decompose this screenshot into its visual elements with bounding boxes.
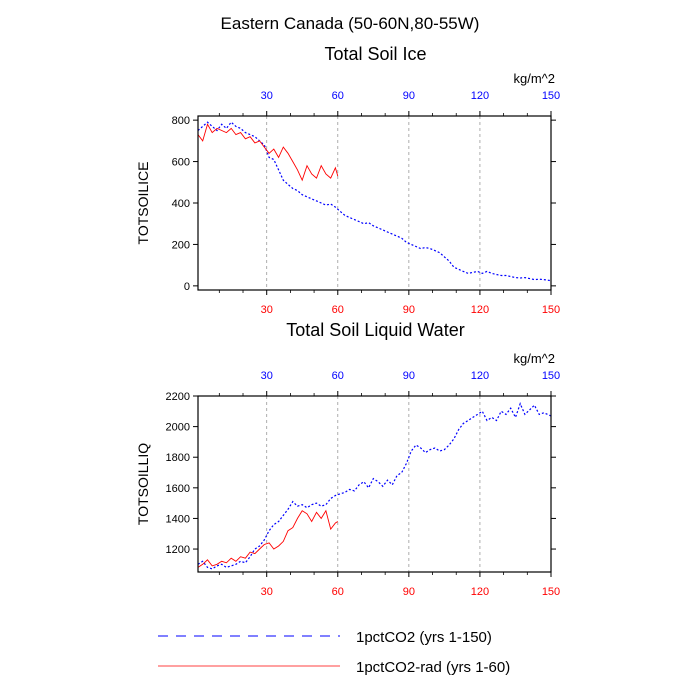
x-tick-label-bottom: 150: [542, 586, 560, 598]
panel-title: Total Soil Ice: [324, 44, 426, 64]
legend-label-1pctco2: 1pctCO2 (yrs 1-150): [356, 629, 492, 646]
y-tick-label: 1600: [166, 483, 190, 495]
figure-title: Eastern Canada (50-60N,80-55W): [221, 14, 480, 33]
y-tick-label: 2200: [166, 391, 190, 403]
x-tick-label-bottom: 30: [261, 586, 273, 598]
y-tick-label: 400: [172, 198, 190, 210]
x-tick-label-bottom: 90: [403, 586, 415, 598]
x-tick-label-bottom: 120: [471, 586, 489, 598]
x-tick-label-top: 120: [471, 90, 489, 102]
x-tick-label-bottom: 90: [403, 304, 415, 316]
x-tick-label-bottom: 150: [542, 304, 560, 316]
x-tick-label-bottom: 60: [332, 586, 344, 598]
y-tick-label: 0: [184, 281, 190, 293]
y-tick-label: 600: [172, 157, 190, 169]
soil-liquid-panel: Total Soil Liquid Water kg/m^2 TOTSOILLIQ 1…: [135, 320, 560, 598]
x-tick-label-top: 90: [403, 90, 415, 102]
y-axis-label: TOTSOILICE: [135, 162, 151, 245]
y-tick-label: 2000: [166, 422, 190, 434]
units-label: kg/m^2: [513, 71, 555, 86]
legend: 1pctCO2 (yrs 1-150) 1pctCO2-rad (yrs 1-6…: [158, 629, 510, 676]
x-tick-label-bottom: 60: [332, 304, 344, 316]
plot-frame: [197, 115, 552, 291]
series-line-1pctco2: [197, 121, 552, 282]
x-tick-label-bottom: 120: [471, 304, 489, 316]
y-tick-label: 1200: [166, 544, 190, 556]
x-tick-label-top: 30: [261, 90, 273, 102]
y-tick-label: 1800: [166, 452, 190, 464]
y-tick-label: 200: [172, 239, 190, 251]
x-tick-label-top: 60: [332, 370, 344, 382]
legend-label-1pctco2-rad: 1pctCO2-rad (yrs 1-60): [356, 659, 510, 676]
y-tick-label: 800: [172, 115, 190, 127]
x-tick-label-top: 150: [542, 370, 560, 382]
x-tick-label-top: 60: [332, 90, 344, 102]
x-tick-label-bottom: 30: [261, 304, 273, 316]
x-tick-label-top: 150: [542, 90, 560, 102]
series-line-1pctco2: [197, 402, 552, 570]
x-tick-label-top: 90: [403, 370, 415, 382]
x-tick-label-top: 120: [471, 370, 489, 382]
x-tick-label-top: 30: [261, 370, 273, 382]
plot-frame: [197, 395, 552, 573]
y-axis-label: TOTSOILLIQ: [135, 443, 151, 525]
panel-title: Total Soil Liquid Water: [286, 320, 464, 340]
series-line-1pctco2-rad: [197, 509, 339, 568]
units-label: kg/m^2: [513, 351, 555, 366]
series-line-1pctco2-rad: [197, 123, 339, 182]
y-tick-label: 1400: [166, 513, 190, 525]
soil-ice-panel: Total Soil Ice kg/m^2 TOTSOILICE 0 200 400 600…: [135, 44, 560, 316]
